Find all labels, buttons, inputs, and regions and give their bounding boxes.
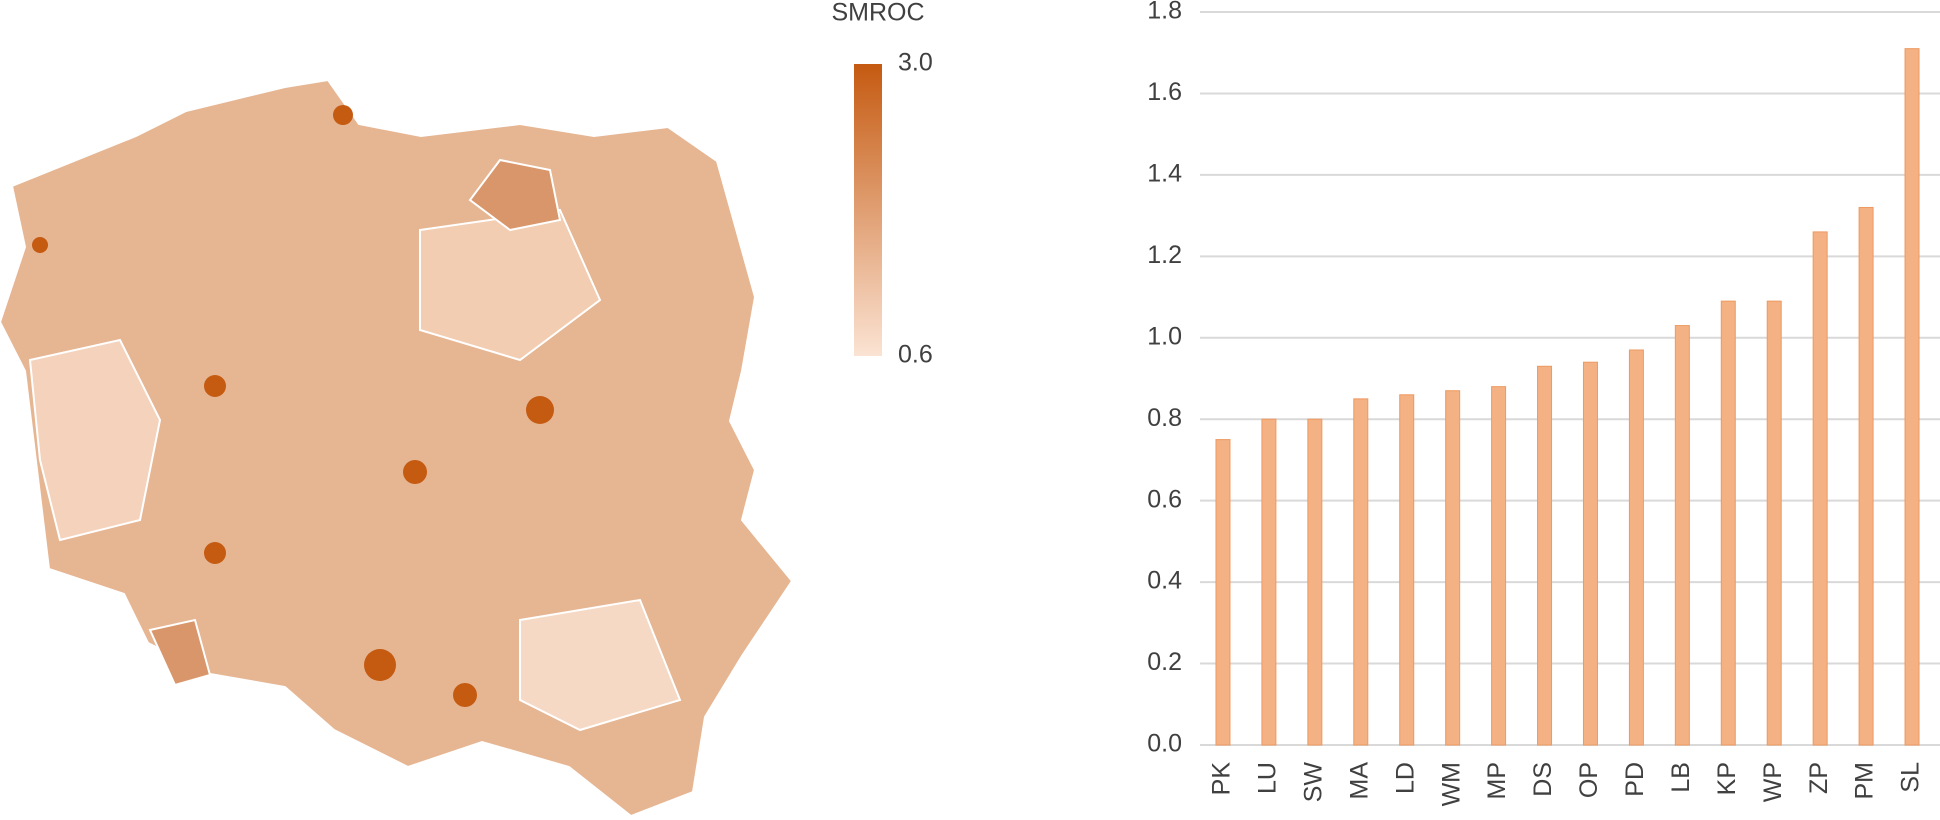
y-tick-label: 0.8 <box>1147 404 1182 432</box>
y-tick-label: 1.2 <box>1147 241 1182 269</box>
bar <box>1720 300 1736 746</box>
bar <box>1674 325 1690 746</box>
y-tick-label: 0.4 <box>1147 567 1182 595</box>
bar <box>1445 390 1461 746</box>
map-region <box>204 375 226 397</box>
x-tick-label: MP <box>1483 762 1511 800</box>
map-region <box>468 158 562 232</box>
y-tick-label: 0.0 <box>1147 730 1182 758</box>
bar <box>1904 48 1920 746</box>
map-region <box>364 649 396 681</box>
y-tick-label: 1.6 <box>1147 78 1182 106</box>
x-tick-label: WM <box>1437 762 1465 806</box>
map-region <box>526 396 554 424</box>
bar <box>1628 349 1644 746</box>
bar <box>1537 365 1553 746</box>
x-tick-label: WP <box>1759 762 1787 802</box>
x-tick-label: PK <box>1208 762 1236 796</box>
colorbar <box>854 64 882 356</box>
x-tick-label: DS <box>1529 762 1557 797</box>
map <box>0 78 794 818</box>
x-tick-label: PD <box>1621 762 1649 797</box>
map-region <box>204 542 226 564</box>
x-tick-label: LB <box>1667 762 1695 793</box>
bar <box>1766 300 1782 746</box>
y-tick-label: 1.0 <box>1147 322 1182 350</box>
bar <box>1307 418 1323 746</box>
x-tick-label: MA <box>1345 762 1373 800</box>
y-tick-label: 1.4 <box>1147 159 1182 187</box>
bar <box>1858 206 1874 746</box>
x-tick-label: ZP <box>1805 762 1833 794</box>
bar <box>1353 398 1369 746</box>
y-tick-label: 1.8 <box>1147 0 1182 25</box>
colorbar-tick-label: 3.0 <box>898 49 933 77</box>
x-tick-label: LU <box>1254 762 1282 794</box>
bar <box>1261 418 1277 746</box>
map-region <box>148 618 212 687</box>
colorbar-tick-label: 0.6 <box>898 341 933 369</box>
bar <box>1491 386 1507 746</box>
x-tick-label: PM <box>1851 762 1879 800</box>
map-region <box>32 237 48 253</box>
x-tick-label: SW <box>1299 762 1327 803</box>
map-region <box>403 460 427 484</box>
bar <box>1812 231 1828 746</box>
map-region <box>519 598 682 732</box>
map-region <box>453 683 477 707</box>
y-tick-label: 0.2 <box>1147 648 1182 676</box>
map-region <box>333 105 353 125</box>
bar <box>1399 394 1415 746</box>
x-tick-label: OP <box>1575 762 1603 798</box>
bar <box>1582 361 1598 746</box>
x-tick-label: KP <box>1713 762 1741 795</box>
colorbar-title: SMROC <box>831 0 924 27</box>
bar <box>1215 439 1231 746</box>
x-tick-label: SL <box>1897 762 1925 793</box>
x-tick-label: LD <box>1391 762 1419 794</box>
y-tick-label: 0.6 <box>1147 485 1182 513</box>
map-region <box>28 338 162 542</box>
